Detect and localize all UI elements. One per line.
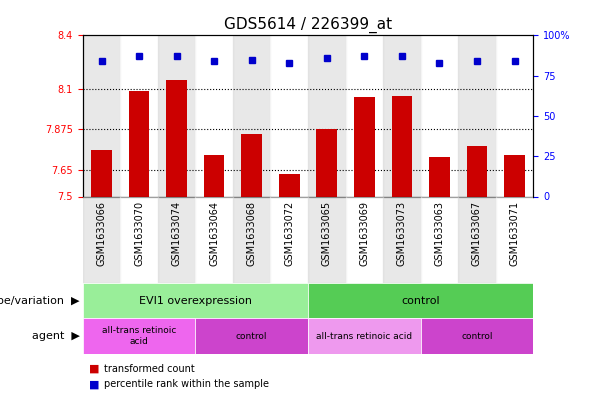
Bar	[421, 318, 533, 354]
Text: GSM1633068: GSM1633068	[246, 201, 257, 266]
Bar	[346, 35, 383, 197]
Bar	[242, 134, 262, 196]
Bar	[308, 35, 346, 197]
Text: ■: ■	[89, 379, 99, 389]
Bar	[91, 150, 112, 196]
Text: GSM1633069: GSM1633069	[359, 201, 370, 266]
Bar	[196, 318, 308, 354]
Bar	[421, 196, 458, 283]
Text: all-trans retinoic
acid: all-trans retinoic acid	[102, 326, 177, 346]
Bar	[158, 35, 196, 197]
Bar	[466, 146, 487, 196]
Bar	[196, 196, 233, 283]
Text: GSM1633071: GSM1633071	[509, 201, 520, 266]
Bar	[429, 157, 450, 196]
Text: GSM1633064: GSM1633064	[209, 201, 219, 266]
Bar	[83, 283, 308, 318]
Bar	[166, 80, 187, 196]
Text: GSM1633072: GSM1633072	[284, 201, 294, 266]
Bar	[204, 155, 224, 196]
Bar	[83, 318, 196, 354]
Bar	[392, 96, 412, 196]
Bar	[83, 35, 120, 197]
Bar	[120, 35, 158, 197]
Text: GSM1633067: GSM1633067	[472, 201, 482, 266]
Text: ■: ■	[89, 364, 99, 374]
Bar	[383, 35, 421, 197]
Bar	[308, 318, 421, 354]
Text: transformed count: transformed count	[104, 364, 195, 374]
Bar	[504, 155, 525, 196]
Title: GDS5614 / 226399_at: GDS5614 / 226399_at	[224, 17, 392, 33]
Bar	[158, 196, 196, 283]
Text: GSM1633065: GSM1633065	[322, 201, 332, 266]
Text: percentile rank within the sample: percentile rank within the sample	[104, 379, 269, 389]
Text: GSM1633063: GSM1633063	[435, 201, 444, 266]
Bar	[496, 196, 533, 283]
Text: control: control	[402, 296, 440, 306]
Text: EVI1 overexpression: EVI1 overexpression	[139, 296, 252, 306]
Text: GSM1633074: GSM1633074	[172, 201, 181, 266]
Bar	[354, 97, 375, 196]
Bar	[270, 196, 308, 283]
Text: genotype/variation  ▶: genotype/variation ▶	[0, 296, 80, 306]
Bar	[196, 35, 233, 197]
Bar	[383, 196, 421, 283]
Bar	[129, 91, 150, 196]
Bar	[458, 35, 496, 197]
Bar	[120, 196, 158, 283]
Bar	[83, 196, 120, 283]
Bar	[308, 283, 533, 318]
Text: agent  ▶: agent ▶	[32, 331, 80, 341]
Bar	[270, 35, 308, 197]
Text: all-trans retinoic acid: all-trans retinoic acid	[316, 332, 413, 340]
Bar	[279, 174, 300, 196]
Text: GSM1633073: GSM1633073	[397, 201, 407, 266]
Bar	[346, 196, 383, 283]
Bar	[308, 196, 346, 283]
Text: control: control	[236, 332, 267, 340]
Bar	[233, 196, 270, 283]
Text: GSM1633070: GSM1633070	[134, 201, 144, 266]
Bar	[233, 35, 270, 197]
Text: GSM1633066: GSM1633066	[96, 201, 107, 266]
Bar	[496, 35, 533, 197]
Text: control: control	[461, 332, 493, 340]
Bar	[421, 35, 458, 197]
Bar	[458, 196, 496, 283]
Bar	[316, 129, 337, 196]
